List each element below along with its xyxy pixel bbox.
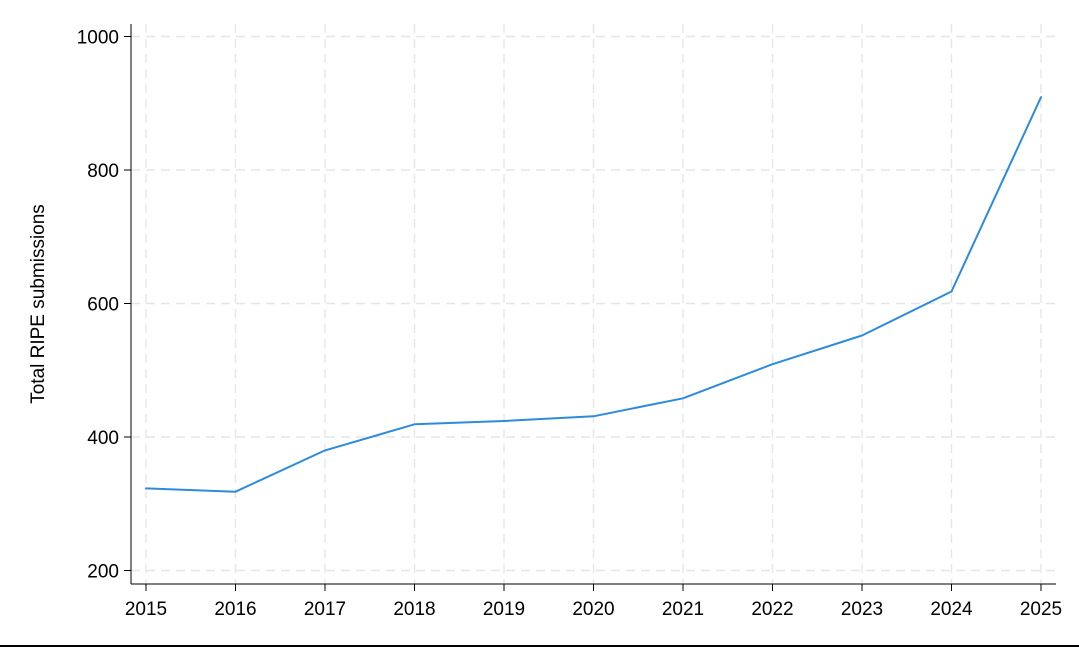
- x-tick-label: 2019: [483, 599, 525, 620]
- y-axis-ticks: 200 400 600 800 1000: [77, 28, 131, 583]
- y-tick-label: 200: [87, 562, 119, 583]
- series-layer: [145, 96, 1042, 493]
- y-axis-title: Total RIPE submissions: [28, 204, 49, 404]
- grid-lines: [131, 24, 1056, 584]
- x-tick-label: 2024: [930, 599, 973, 620]
- x-tick-label: 2025: [1020, 599, 1062, 620]
- x-tick-label: 2015: [125, 599, 167, 620]
- x-tick-label: 2017: [304, 599, 346, 620]
- x-tick-label: 2023: [841, 599, 883, 620]
- x-tick-label: 2021: [662, 599, 704, 620]
- x-tick-label: 2020: [572, 599, 614, 620]
- x-axis-ticks: 2015 2016 2017 2018 2019 2020 2021 2022 2023 2024…: [125, 584, 1062, 620]
- x-tick-label: 2022: [751, 599, 793, 620]
- x-tick-label: 2016: [214, 599, 256, 620]
- x-tick-label: 2018: [393, 599, 435, 620]
- y-tick-label: 600: [87, 295, 119, 316]
- y-tick-label: 400: [87, 428, 119, 449]
- y-tick-label: 800: [87, 161, 119, 182]
- y-tick-label: 1000: [77, 28, 119, 49]
- bottom-rule: [0, 645, 1079, 647]
